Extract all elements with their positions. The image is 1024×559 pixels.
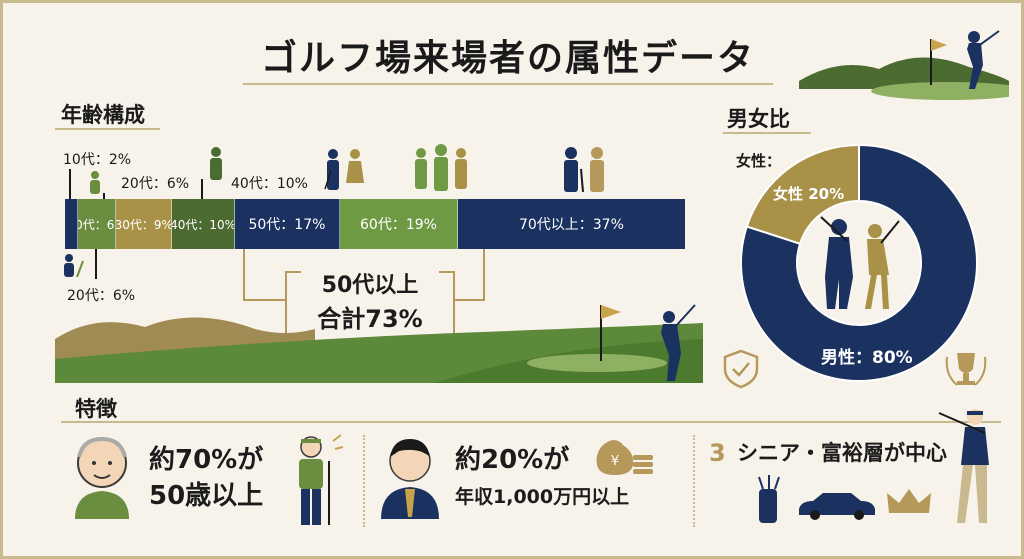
features-heading-rule (61, 421, 1001, 423)
feature3-number: 3 (709, 439, 726, 467)
car-icon (799, 493, 875, 520)
child-golfer-icon (64, 254, 84, 278)
senior-golfer-icon (299, 434, 344, 525)
age-bar-segment: 70代以上：37% (457, 199, 685, 249)
age-heading-rule (55, 128, 160, 130)
age-bar-segment-label: 40代：10% (172, 217, 235, 232)
age-bar-segment-label: 20代：6% (78, 217, 115, 232)
donut-label-female: 女性 20% (773, 185, 845, 203)
adult-person-icon (210, 147, 222, 180)
age-bar-segment (65, 199, 79, 249)
elderly-couple-icon (564, 147, 604, 193)
age-bar-segment-label: 30代：9% (116, 217, 173, 232)
title-underline (243, 83, 773, 85)
age-bar-segment-label: 50代：17% (248, 217, 326, 233)
annotation-20s-bottom: 20代：6% (67, 288, 136, 304)
age-section-heading: 年齢構成 (61, 103, 145, 127)
total-line2: 合計73% (317, 305, 423, 333)
feature-divider-2 (693, 435, 696, 527)
leader-line-teens (69, 169, 71, 199)
golfer-swing-icon (938, 409, 989, 523)
female-caption: 女性： (736, 152, 782, 170)
total-callout: 50代以上 合計73% (285, 265, 455, 341)
feature-divider-1 (363, 435, 366, 527)
age-bar-segment-label: 70代以上：37% (518, 217, 624, 233)
golf-course-illustration (55, 304, 703, 383)
age-bar-segment: 60代：19% (340, 199, 458, 249)
feature2-line2: 年収1,000万円以上 (455, 486, 630, 508)
donut-label-male: 男性：80% (821, 348, 913, 368)
crown-icon (887, 489, 931, 513)
age-stacked-bar: 20代：6%30代：9%40代：10% 50代：17% 60代：19% 70代以上：3… (65, 199, 685, 249)
gender-donut-chart (740, 143, 978, 382)
golfer-hill-icon (799, 30, 1009, 100)
annotation-teens: 10代：2% (63, 152, 132, 168)
features-section-heading: 特徴 (75, 397, 117, 421)
leader-line-20s-bottom (95, 249, 97, 279)
age-bar-segment-label: 60代：19% (360, 217, 437, 233)
age-bar-segment: 30代：9% (116, 199, 173, 249)
leader-line-40s (201, 179, 203, 199)
feature1-line2: 50歳以上 (149, 481, 264, 511)
donut-slice-female (745, 143, 860, 246)
svg-text:¥: ¥ (611, 454, 619, 469)
gender-section-heading: 男女比 (727, 107, 790, 131)
age-bar-segment: 40代：10% (172, 199, 235, 249)
couple-golfers-icon (324, 149, 364, 190)
leader-line-20s-top (103, 193, 105, 199)
senior-man-icon (75, 436, 129, 519)
feature3-text: シニア・富裕層が中心 (737, 441, 947, 465)
annotation-20s-top: 20代：6% (121, 176, 190, 192)
golf-bag-icon (758, 475, 780, 523)
page-title: ゴルフ場来場者の属性データ (261, 38, 756, 79)
trophy-icon (945, 353, 987, 386)
feature2-line1: 約20%が (455, 445, 570, 475)
annotation-40s: 40代：10% (231, 176, 308, 192)
feature1-line1: 約70%が (149, 445, 264, 475)
male-female-golfers-icon (820, 216, 900, 309)
age-bar-segment: 20代：6% (78, 199, 117, 249)
age-bar-segment: 50代：17% (234, 199, 341, 249)
senior-group-icon (415, 144, 467, 191)
child-person-icon (90, 171, 100, 194)
shield-check-icon (723, 349, 759, 389)
businessman-icon (381, 439, 439, 519)
total-line1: 50代以上 (321, 273, 419, 298)
money-bag-icon: ¥ (596, 440, 653, 475)
donut-slice-male (740, 143, 978, 382)
gender-heading-rule (723, 132, 811, 134)
